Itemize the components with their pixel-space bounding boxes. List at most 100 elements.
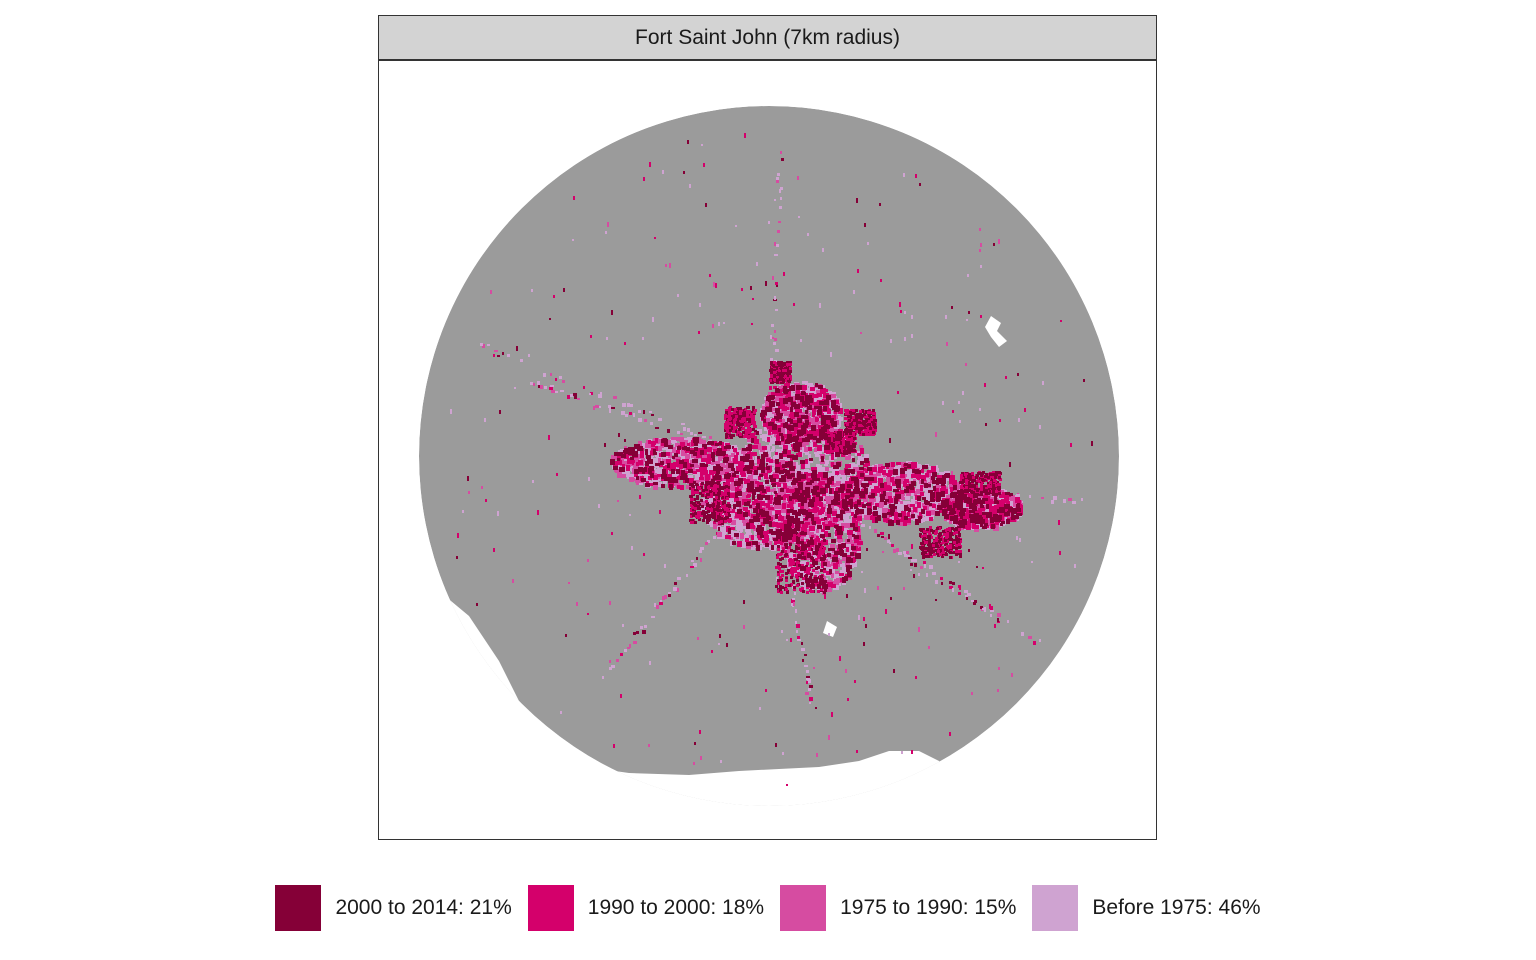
settlement-cell bbox=[643, 177, 645, 181]
settlement-cell bbox=[773, 488, 776, 493]
settlement-cell bbox=[613, 396, 617, 399]
settlement-cell bbox=[887, 540, 890, 543]
settlement-cell bbox=[1053, 496, 1057, 500]
settlement-cell bbox=[655, 427, 659, 429]
settlement-cell bbox=[668, 594, 671, 597]
settlement-cell bbox=[683, 427, 686, 431]
settlement-cell bbox=[677, 431, 680, 434]
settlement-cell bbox=[802, 443, 806, 447]
settlement-cell bbox=[778, 475, 782, 478]
settlement-cell bbox=[729, 489, 732, 494]
settlement-cell bbox=[941, 582, 943, 585]
settlement-cell bbox=[923, 561, 926, 564]
settlement-cell bbox=[974, 600, 977, 603]
settlement-cell bbox=[770, 433, 773, 435]
settlement-cell bbox=[642, 630, 646, 634]
settlement-cell bbox=[984, 383, 986, 387]
settlement-cell bbox=[825, 467, 829, 471]
settlement-cell bbox=[1041, 497, 1044, 499]
settlement-cell bbox=[774, 296, 776, 300]
settlement-cell bbox=[789, 469, 795, 475]
settlement-cell bbox=[772, 446, 775, 451]
settlement-cell bbox=[867, 242, 869, 245]
settlement-cell bbox=[857, 460, 861, 465]
settlement-cell bbox=[864, 515, 870, 520]
settlement-cell bbox=[794, 592, 796, 595]
settlement-cell bbox=[699, 550, 702, 553]
settlement-cell bbox=[848, 546, 852, 550]
settlement-cell bbox=[780, 197, 782, 200]
settlement-cell bbox=[847, 698, 849, 701]
settlement-cell bbox=[707, 478, 712, 483]
settlement-cell bbox=[980, 606, 983, 609]
settlement-cell bbox=[630, 404, 633, 407]
settlement-cell bbox=[840, 570, 845, 575]
settlement-cell bbox=[776, 505, 780, 509]
settlement-cell bbox=[898, 464, 903, 469]
settlement-cell bbox=[918, 573, 920, 576]
settlement-cell bbox=[747, 515, 751, 520]
settlement-cell bbox=[923, 493, 929, 499]
settlement-cell bbox=[560, 711, 562, 714]
settlement-cell bbox=[761, 482, 766, 486]
settlement-cell bbox=[560, 390, 564, 392]
settlement-cell bbox=[743, 521, 748, 526]
settlement-cell bbox=[587, 613, 589, 615]
settlement-cell bbox=[693, 563, 697, 567]
settlement-cell bbox=[965, 595, 968, 597]
settlement-cell bbox=[920, 465, 923, 470]
settlement-cell bbox=[824, 460, 829, 464]
settlement-cell bbox=[727, 450, 730, 454]
settlement-cell bbox=[907, 555, 910, 557]
settlement-cell bbox=[900, 310, 902, 313]
settlement-cell bbox=[717, 524, 721, 529]
settlement-cell bbox=[773, 342, 776, 345]
settlement-cell bbox=[676, 588, 679, 592]
settlement-cell bbox=[795, 621, 797, 624]
settlement-cell bbox=[781, 158, 784, 161]
settlement-cell bbox=[636, 450, 641, 454]
settlement-cell bbox=[984, 508, 988, 514]
settlement-cell bbox=[815, 453, 819, 457]
settlement-cell bbox=[642, 337, 644, 340]
settlement-cell bbox=[644, 476, 649, 480]
settlement-cell bbox=[598, 394, 602, 398]
settlement-cell bbox=[850, 538, 855, 541]
settlement-cell bbox=[802, 578, 805, 583]
settlement-cell bbox=[705, 542, 708, 545]
settlement-cell bbox=[858, 455, 862, 461]
settlement-cell bbox=[779, 189, 781, 193]
settlement-cell bbox=[845, 456, 850, 460]
settlement-cell bbox=[752, 479, 757, 484]
settlement-cell bbox=[853, 562, 857, 567]
settlement-cell bbox=[645, 474, 648, 477]
settlement-cell bbox=[935, 468, 939, 473]
settlement-cell bbox=[806, 670, 809, 673]
settlement-cell bbox=[843, 512, 849, 517]
settlement-cell bbox=[901, 497, 905, 500]
settlement-cell bbox=[819, 465, 822, 468]
settlement-cell bbox=[809, 685, 813, 688]
settlement-cell bbox=[677, 443, 682, 446]
settlement-cell bbox=[727, 499, 732, 503]
settlement-cell bbox=[715, 461, 720, 465]
settlement-cell bbox=[990, 614, 992, 617]
settlement-cell bbox=[673, 482, 677, 486]
settlement-cell bbox=[808, 454, 811, 459]
settlement-cell bbox=[803, 584, 807, 589]
settlement-cell bbox=[836, 479, 841, 482]
settlement-cell bbox=[910, 563, 913, 566]
settlement-cell bbox=[871, 470, 876, 476]
settlement-cell bbox=[731, 509, 735, 513]
settlement-cell bbox=[876, 498, 881, 502]
settlement-cell bbox=[846, 515, 849, 518]
settlement-cell bbox=[555, 378, 557, 381]
settlement-cell bbox=[520, 359, 523, 362]
settlement-cell bbox=[625, 414, 628, 417]
settlement-cell bbox=[859, 445, 863, 449]
settlement-cell bbox=[914, 559, 917, 562]
settlement-cell bbox=[896, 548, 899, 552]
settlement-cell bbox=[673, 456, 678, 460]
settlement-cell bbox=[772, 534, 776, 538]
settlement-cell bbox=[890, 339, 892, 343]
